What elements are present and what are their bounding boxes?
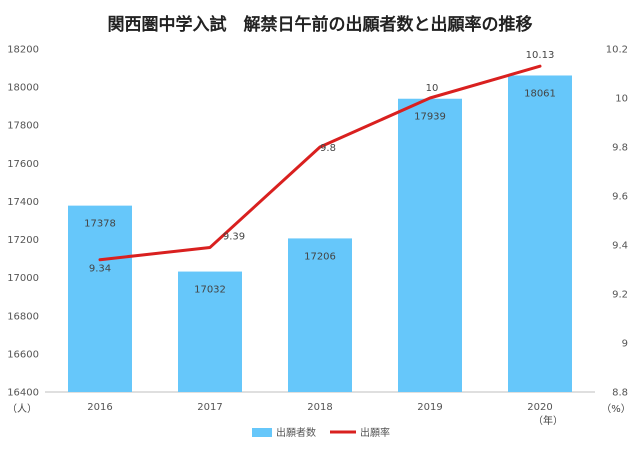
left-tick-label: 17200 (7, 235, 39, 246)
line-data-label: 9.34 (89, 264, 111, 275)
line-data-label: 9.8 (320, 143, 336, 154)
right-tick-label: 10.2 (606, 45, 628, 56)
right-tick-label: 9.6 (612, 192, 628, 203)
line-data-label: 10.13 (526, 50, 555, 61)
bar (288, 238, 352, 392)
x-tick-label: 2016 (87, 402, 112, 413)
legend-swatch-bar (252, 428, 272, 437)
x-tick-label: 2019 (417, 402, 442, 413)
right-axis: 8.8 9 9.2 9.4 9.6 9.8 10 10.2 (606, 45, 628, 399)
right-tick-label: 10 (615, 94, 628, 105)
line-series (98, 64, 542, 262)
left-tick-label: 17600 (7, 159, 39, 170)
bar-data-label: 17939 (414, 112, 446, 123)
bar (398, 98, 462, 393)
bar-data-label: 17032 (194, 285, 226, 296)
x-tick-label: 2018 (307, 402, 332, 413)
right-tick-label: 9.4 (612, 241, 628, 252)
legend-label-bar: 出願者数 (276, 426, 316, 439)
bar (68, 205, 132, 392)
bar-data-label: 17378 (84, 219, 116, 230)
bar (178, 271, 242, 392)
left-tick-label: 16600 (7, 349, 39, 360)
line-data-labels: 9.34 9.39 9.8 10 10.13 (89, 50, 554, 275)
left-tick-label: 18000 (7, 83, 39, 94)
left-tick-label: 17800 (7, 121, 39, 132)
x-tick-label: 2020 (527, 402, 552, 413)
line-data-label: 9.39 (223, 231, 245, 242)
left-tick-label: 17400 (7, 197, 39, 208)
x-tick-label: 2017 (197, 402, 222, 413)
right-tick-label: 9.8 (612, 143, 628, 154)
right-tick-label: 8.8 (612, 388, 628, 399)
bar-data-label: 17206 (304, 251, 336, 262)
line-data-label: 10 (426, 83, 439, 94)
x-axis-unit: （年） (533, 414, 563, 427)
bar-data-labels: 17378 17032 17206 17939 18061 (84, 88, 556, 295)
chart-title: 関西圏中学入試 解禁日午前の出願者数と出願率の推移 (108, 14, 533, 35)
left-tick-label: 17000 (7, 273, 39, 284)
left-tick-label: 16400 (7, 388, 39, 399)
right-axis-unit: （%） (601, 403, 631, 415)
x-axis: 2016 2017 2018 2019 2020 (87, 402, 552, 413)
bar-series (68, 75, 572, 393)
legend-label-line: 出願率 (360, 426, 390, 439)
left-tick-label: 16800 (7, 311, 39, 322)
bar-data-label: 18061 (524, 88, 556, 99)
right-tick-label: 9.2 (612, 290, 628, 301)
left-axis-unit: （人） (7, 403, 37, 415)
left-tick-label: 18200 (7, 45, 39, 56)
bar (508, 75, 572, 393)
left-axis: 16400 16600 16800 17000 17200 17400 17600 17800… (7, 45, 39, 399)
legend: 出願者数 出願率 (252, 426, 390, 439)
right-tick-label: 9 (622, 339, 628, 350)
rate-line (98, 64, 542, 262)
